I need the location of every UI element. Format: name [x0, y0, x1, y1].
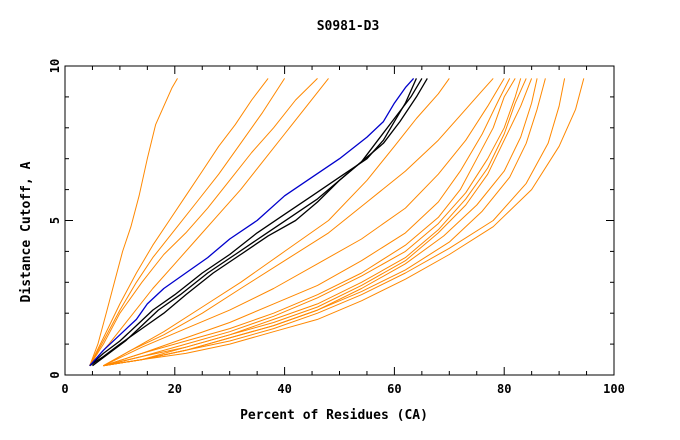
series-line-orange-09: [103, 78, 511, 367]
y-tick-label: 0: [48, 371, 62, 378]
series-layer: [89, 77, 585, 367]
x-axis-label: Percent of Residues (CA): [240, 408, 428, 423]
y-tick-label: 10: [48, 59, 62, 73]
series-line-orange-11: [103, 78, 522, 367]
plot-frame: [64, 65, 615, 376]
series-line-orange-10: [103, 78, 516, 367]
series-line-orange-06: [103, 78, 450, 367]
series-line-orange-17: [103, 78, 585, 367]
y-tick-label: 5: [48, 217, 62, 224]
series-line-orange-16: [103, 78, 566, 367]
series-line-orange-01: [89, 78, 178, 366]
x-tick-label: 80: [497, 382, 511, 396]
plot-area: 0 20 40 60 80 100 0 5 10: [48, 59, 625, 396]
series-line-blue: [89, 77, 415, 367]
series-line-orange-02: [89, 78, 269, 366]
series-line-orange-12: [103, 78, 527, 367]
chart-title: S0981-D3: [317, 19, 380, 34]
series-line-orange-04: [89, 78, 329, 367]
x-tick-label: 60: [387, 382, 401, 396]
series-line-orange-15: [103, 78, 546, 367]
series-line-black-3: [89, 78, 428, 367]
series-line-black-1: [89, 78, 417, 367]
series-line-orange-13: [103, 78, 533, 367]
series-line-orange-07: [103, 78, 494, 367]
x-tick-label: 40: [277, 382, 291, 396]
y-axis-label: Distance Cutoff, A: [19, 161, 34, 302]
series-line-black-2: [92, 78, 423, 367]
x-tick-label: 20: [168, 382, 182, 396]
x-tick-label: 0: [61, 382, 68, 396]
series-line-orange-03: [89, 78, 318, 366]
series-line-orange-08: [103, 78, 505, 367]
ticks-layer: 0 20 40 60 80 100 0 5 10: [48, 59, 625, 396]
series-line-orange-05: [89, 78, 286, 366]
x-tick-label: 100: [603, 382, 625, 396]
